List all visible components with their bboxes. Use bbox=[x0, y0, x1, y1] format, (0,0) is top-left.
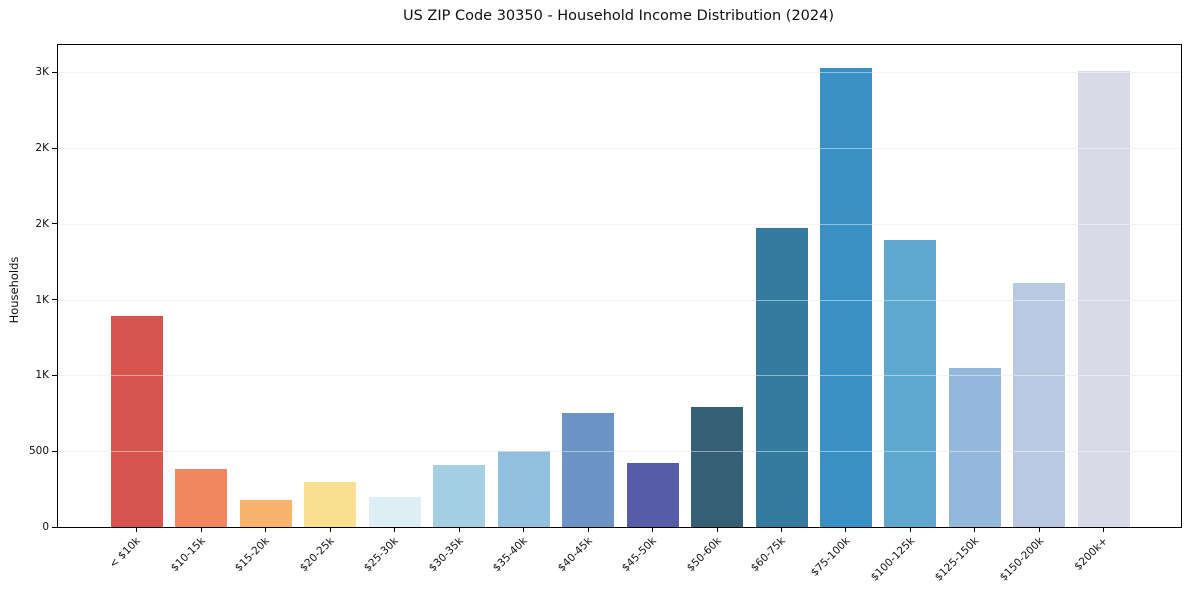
bar bbox=[304, 481, 357, 527]
x-tick-label: $35-40k bbox=[490, 535, 531, 575]
x-tick-mark bbox=[329, 528, 331, 532]
plot-area: 0 500 1K 1K 2K 2K 3K < $10k $10-15k $15-20k $20-25… bbox=[29, 44, 1182, 584]
y-tick-mark bbox=[52, 71, 57, 73]
x-tick-label: < $10k bbox=[107, 535, 144, 571]
x-tick-mark bbox=[716, 528, 718, 532]
gridline-overlay bbox=[58, 299, 1181, 301]
y-tick-mark bbox=[52, 147, 57, 149]
gridline-overlay bbox=[58, 451, 1181, 453]
bar bbox=[1013, 282, 1066, 527]
x-tick-mark bbox=[587, 528, 589, 532]
x-tick-mark bbox=[394, 528, 396, 532]
bar bbox=[691, 407, 744, 527]
x-tick-label: $20-25k bbox=[297, 535, 337, 575]
x-tick-label: $60-75k bbox=[748, 535, 788, 575]
y-tick-mark bbox=[52, 374, 57, 376]
bar bbox=[819, 67, 872, 527]
chart-title: US ZIP Code 30350 - Household Income Dis… bbox=[402, 8, 835, 24]
x-tick-label: $50-60k bbox=[684, 535, 724, 575]
bar bbox=[175, 468, 228, 527]
y-tick-label: 3K bbox=[35, 66, 49, 79]
x-tick-mark bbox=[845, 528, 847, 532]
y-tick-label: 1K bbox=[35, 293, 49, 306]
gridline-overlay bbox=[58, 223, 1181, 225]
x-tick-label: $15-20k bbox=[233, 535, 273, 575]
gridline bbox=[58, 375, 1181, 377]
bar bbox=[884, 239, 937, 527]
bar bbox=[755, 227, 808, 527]
y-tick-label: 2K bbox=[35, 142, 49, 155]
x-tick-mark bbox=[652, 528, 654, 532]
bar bbox=[239, 500, 292, 527]
x-tick-label: $100-125k bbox=[868, 535, 917, 584]
y-tick-mark bbox=[52, 223, 57, 225]
bar bbox=[1077, 70, 1130, 527]
gridline bbox=[58, 72, 1181, 74]
gridline-overlay bbox=[58, 375, 1181, 377]
y-axis-label-text: Households bbox=[7, 256, 21, 324]
y-tick-label: 0 bbox=[42, 521, 49, 533]
gridline bbox=[58, 451, 1181, 453]
x-tick-label: $30-35k bbox=[426, 535, 466, 575]
x-tick-label: $40-45k bbox=[555, 535, 595, 575]
x-tick-label: $125-150k bbox=[932, 535, 982, 584]
y-tick-mark bbox=[52, 299, 57, 301]
x-tick-mark bbox=[523, 528, 525, 532]
gridline-overlay bbox=[58, 148, 1181, 150]
x-tick-label: $45-50k bbox=[619, 535, 660, 575]
x-tick-mark bbox=[1038, 528, 1040, 532]
x-tick-label: $150-200k bbox=[997, 535, 1046, 584]
x-tick-label: $25-30k bbox=[362, 535, 402, 575]
bar bbox=[562, 412, 615, 527]
x-tick-mark bbox=[1103, 528, 1105, 532]
x-tick-mark bbox=[781, 528, 782, 532]
y-tick-mark bbox=[52, 450, 57, 452]
bar bbox=[433, 464, 486, 527]
gridline bbox=[58, 299, 1181, 301]
y-tick-label: 2K bbox=[35, 217, 49, 230]
gridline bbox=[58, 148, 1181, 150]
y-tick-label: 1K bbox=[35, 369, 49, 382]
x-tick-mark bbox=[136, 528, 138, 532]
x-tick-mark bbox=[974, 528, 976, 532]
bar bbox=[110, 315, 163, 527]
x-tick-label: $10-15k bbox=[168, 535, 208, 575]
bar bbox=[368, 497, 421, 527]
gridline bbox=[58, 223, 1181, 225]
x-tick-mark bbox=[265, 528, 267, 532]
x-tick-mark bbox=[458, 528, 460, 532]
x-tick-label: $75-100k bbox=[808, 535, 853, 579]
bar bbox=[497, 451, 550, 527]
x-tick-mark bbox=[200, 528, 202, 532]
bar bbox=[626, 462, 679, 527]
gridline-overlay bbox=[58, 72, 1181, 74]
bar bbox=[948, 367, 1001, 527]
x-tick-mark bbox=[909, 528, 911, 532]
x-tick-label: $200k+ bbox=[1072, 535, 1111, 573]
y-tick-label: 500 bbox=[28, 445, 49, 458]
y-tick-mark bbox=[52, 526, 57, 528]
